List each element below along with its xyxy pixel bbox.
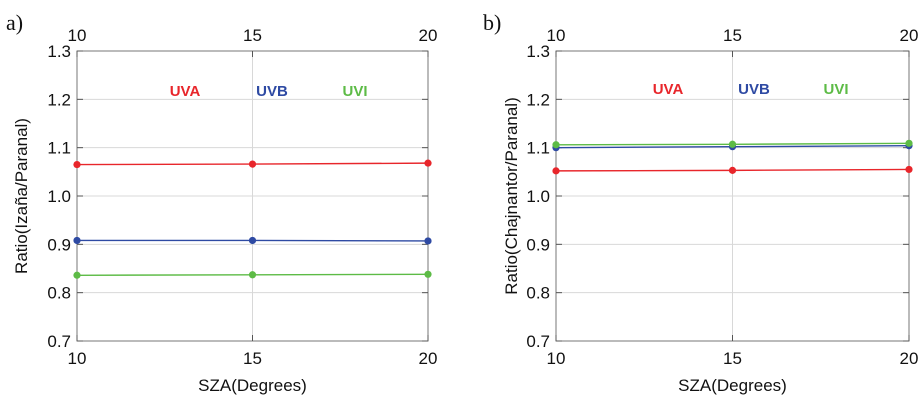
panel-b-point-uva-2 <box>905 166 912 173</box>
panel-a-point-uvb-0 <box>73 237 80 244</box>
panel-b-x-axis-title: SZA(Degrees) <box>678 376 787 395</box>
panel-b-top-xtick-label-0: 10 <box>547 26 566 45</box>
panel-a-y-axis-title: Ratio(Izaña/Paranal) <box>12 118 31 274</box>
panel-a-point-uvi-0 <box>73 272 80 279</box>
panel-a-ytick-label-1: 0.8 <box>47 284 71 303</box>
panel-a-ytick-label-3: 1.0 <box>47 187 71 206</box>
panel-a-series-uvi <box>73 271 431 279</box>
panel-b-ytick-label-1: 0.8 <box>526 284 550 303</box>
panel-a-point-uva-0 <box>73 161 80 168</box>
panel-a-ytick-label-2: 0.9 <box>47 235 71 254</box>
panel-b-letter: b) <box>483 10 501 35</box>
panel-a-top-xtick-label-1: 15 <box>243 26 262 45</box>
panel-b-grid <box>556 51 909 341</box>
panel-a-ytick-label-5: 1.2 <box>47 90 71 109</box>
panel-b-legend-uva: UVA <box>653 81 684 98</box>
panel-b-point-uvi-0 <box>552 141 559 148</box>
panel-b-xtick-label-0: 10 <box>547 349 566 368</box>
panel-b-point-uvi-2 <box>905 140 912 147</box>
panel-a-legend-uva: UVA <box>170 83 201 100</box>
panel-a-letter: a) <box>6 10 23 35</box>
panel-b-point-uva-1 <box>729 167 736 174</box>
panel-a-point-uvi-1 <box>249 271 256 278</box>
panel-b-top-xtick-label-1: 15 <box>723 26 742 45</box>
panel-a-top-xtick-label-2: 20 <box>419 26 438 45</box>
panel-b-ytick-label-5: 1.2 <box>526 90 550 109</box>
panel-b-legend-uvb: UVB <box>738 81 770 98</box>
panel-a-series-uvb <box>73 237 431 245</box>
panel-b-xtick-label-1: 15 <box>723 349 742 368</box>
panel-b-ytick-label-2: 0.9 <box>526 235 550 254</box>
panel-b-ytick-label-3: 1.0 <box>526 187 550 206</box>
panel-a-xtick-label-0: 10 <box>68 349 87 368</box>
panel-a-legend-uvb: UVB <box>256 83 288 100</box>
panel-a-point-uvi-2 <box>424 271 431 278</box>
panel-b-legend-uvi: UVI <box>823 81 848 98</box>
panel-a-xtick-label-2: 20 <box>419 349 438 368</box>
panel-a-x-axis-title: SZA(Degrees) <box>198 376 307 395</box>
panel-b-top-xtick-label-2: 20 <box>900 26 919 45</box>
panel-a-xtick-label-1: 15 <box>243 349 262 368</box>
panel-b-xtick-label-2: 20 <box>900 349 919 368</box>
panel-a-point-uva-1 <box>249 161 256 168</box>
panel-a-grid <box>77 51 428 341</box>
panel-a-point-uvb-1 <box>249 237 256 244</box>
panel-b-y-axis-title: Ratio(Chajnantor/Paranal) <box>502 97 521 295</box>
panel-b-point-uvi-1 <box>729 141 736 148</box>
panel-a-point-uva-2 <box>424 160 431 167</box>
panel-a-top-xtick-label-0: 10 <box>68 26 87 45</box>
panel-b-point-uva-0 <box>552 167 559 174</box>
panel-a-legend-uvi: UVI <box>342 83 367 100</box>
panel-a-point-uvb-2 <box>424 237 431 244</box>
panel-b-ytick-label-4: 1.1 <box>526 139 550 158</box>
panel-b-series-uva <box>552 166 912 175</box>
panel-a-ytick-label-4: 1.1 <box>47 139 71 158</box>
panel-a-series-uva <box>73 160 431 169</box>
